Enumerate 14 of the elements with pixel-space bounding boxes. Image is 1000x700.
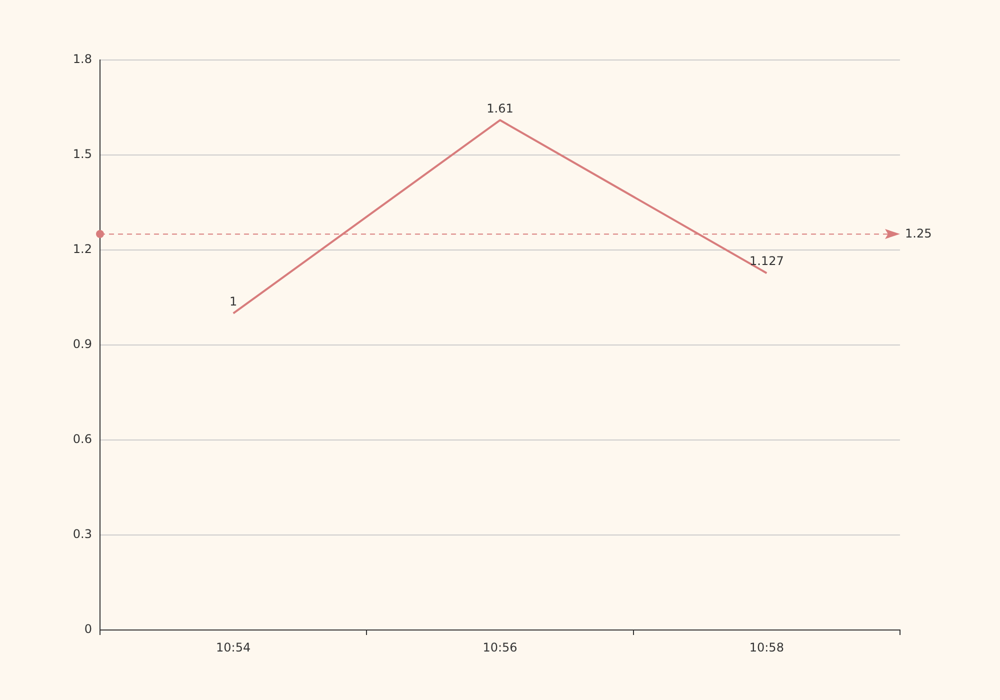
data-label: 1.61 bbox=[486, 101, 514, 116]
y-tick-label: 0.3 bbox=[72, 527, 92, 542]
y-tick-label: 1.5 bbox=[72, 147, 92, 162]
ref-line-label: 1.25 bbox=[905, 226, 932, 240]
y-tick-label: 1.8 bbox=[72, 52, 92, 66]
x-tick-label: 10:58 bbox=[749, 640, 784, 654]
x-tick-label: 10:56 bbox=[482, 640, 518, 654]
y-tick-label: 0.9 bbox=[72, 337, 92, 352]
y-tick-label: 1.2 bbox=[72, 242, 92, 256]
y-tick-label: 0 bbox=[84, 622, 92, 636]
data-label: 1.127 bbox=[749, 254, 784, 268]
x-tick-label: 10:54 bbox=[216, 640, 251, 654]
y-tick-label: 0.6 bbox=[72, 432, 92, 446]
data-label: 1 bbox=[230, 294, 238, 308]
